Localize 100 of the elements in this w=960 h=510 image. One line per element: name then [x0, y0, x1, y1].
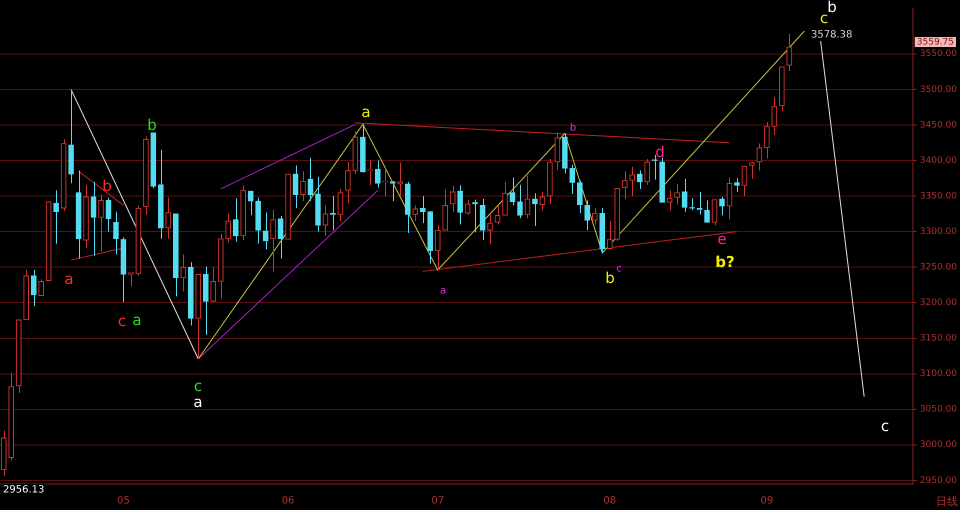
candlestick: [270, 209, 276, 272]
candlestick: [262, 212, 268, 250]
candlestick: [562, 133, 568, 174]
candlestick: [195, 274, 202, 360]
candlestick: [734, 178, 740, 192]
candlestick: [719, 196, 725, 216]
candlestick: [704, 200, 710, 223]
text: 3559.75: [916, 37, 954, 48]
candlestick: [30, 270, 36, 307]
candlestick: [464, 199, 470, 216]
candlestick: [16, 319, 22, 394]
annotation: c: [820, 8, 828, 27]
candlestick: [779, 66, 785, 112]
candlestick: [76, 170, 82, 260]
candlestick: [232, 198, 239, 242]
candlestick: [629, 166, 636, 197]
candlestick: [248, 190, 254, 216]
x-tick-label: 06: [282, 496, 294, 507]
candlestick: [128, 272, 134, 287]
annotation: b: [605, 268, 615, 287]
candlestick: [517, 184, 523, 219]
annotation: c: [118, 312, 126, 330]
candlestick: [143, 136, 149, 216]
candlestick: [382, 168, 388, 198]
candlestick: [218, 233, 224, 299]
y-tick-label: 3450.00: [920, 120, 958, 130]
candlestick: [225, 213, 232, 243]
x-tick-label: 07: [431, 496, 444, 507]
candlestick: [315, 176, 321, 232]
candlestick: [532, 192, 538, 226]
candlestick: [510, 177, 516, 206]
candlestick: [457, 184, 463, 226]
candlestick: [749, 162, 755, 180]
candlestick: [172, 214, 179, 297]
annotation: a: [361, 102, 371, 121]
y-tick-label: 3050.00: [920, 404, 958, 415]
candlestick: [712, 199, 718, 226]
y-tick-label: 3300.00: [920, 226, 958, 237]
candlestick: [202, 266, 209, 336]
candlestick: [614, 188, 620, 242]
y-tick-label: 3250.00: [920, 262, 958, 273]
annotation: a: [193, 392, 203, 411]
candlestick: [772, 96, 778, 136]
candlestick: [764, 122, 770, 159]
candlestick: [0, 430, 7, 477]
candlestick: [592, 208, 598, 226]
candlestick: [726, 177, 732, 220]
y-tick-label: 3150.00: [920, 334, 958, 344]
x-tick-label: 08: [603, 496, 616, 507]
candlestick: [255, 197, 261, 244]
candlestick: [390, 182, 396, 202]
candlestick: [300, 170, 306, 202]
annotation: b?: [715, 252, 735, 271]
annotation: c: [880, 416, 890, 435]
y-tick-label: 2950.00: [920, 476, 958, 486]
candlestick: [554, 132, 560, 170]
candlestick: [494, 204, 500, 226]
candlestick: [338, 188, 344, 222]
candlestick: [502, 181, 508, 216]
annotation: b: [570, 122, 576, 134]
candlestick: [106, 197, 112, 232]
candlestick: [570, 164, 576, 194]
annotation: a: [132, 310, 142, 329]
candlestick: [599, 208, 606, 254]
candlestick: [427, 211, 434, 264]
x-tick-label: 09: [760, 496, 774, 507]
candlestick: [345, 161, 351, 204]
candlestick: [674, 183, 680, 206]
candlestick: [450, 186, 456, 212]
candlestick: [150, 132, 156, 189]
candlestick: [90, 181, 96, 256]
candlestick: [360, 124, 366, 172]
x-tick-label: 05: [117, 496, 130, 507]
candlestick: [23, 270, 30, 320]
annotation: a: [440, 286, 446, 297]
candlestick: [524, 174, 530, 219]
text: 2956.13: [3, 484, 44, 496]
y-tick-label: 3100.00: [920, 369, 958, 380]
candlestick: [434, 224, 441, 271]
candlestick: [442, 189, 448, 231]
candlestick: [113, 211, 119, 255]
candlestick: [188, 262, 194, 326]
candlestick: [404, 181, 411, 234]
text: 日线: [936, 494, 958, 508]
candlestick: [98, 194, 104, 252]
candlestick: [292, 165, 298, 209]
y-tick-label: 3500.00: [920, 84, 958, 95]
candlestick: [166, 197, 172, 240]
y-tick-label: 3550.00: [920, 49, 958, 60]
candlestick: [210, 266, 216, 302]
candlestick: [547, 158, 553, 204]
candlestick: [606, 220, 613, 250]
y-tick-label: 3000.00: [920, 440, 958, 450]
candlestick: [786, 33, 792, 72]
candlestick: [584, 200, 590, 231]
candlestick: [308, 157, 314, 202]
y-tick-label: 3200.00: [920, 298, 958, 308]
candlestick: [412, 204, 418, 222]
candlestick: [136, 204, 142, 276]
annotation: a: [64, 270, 74, 288]
